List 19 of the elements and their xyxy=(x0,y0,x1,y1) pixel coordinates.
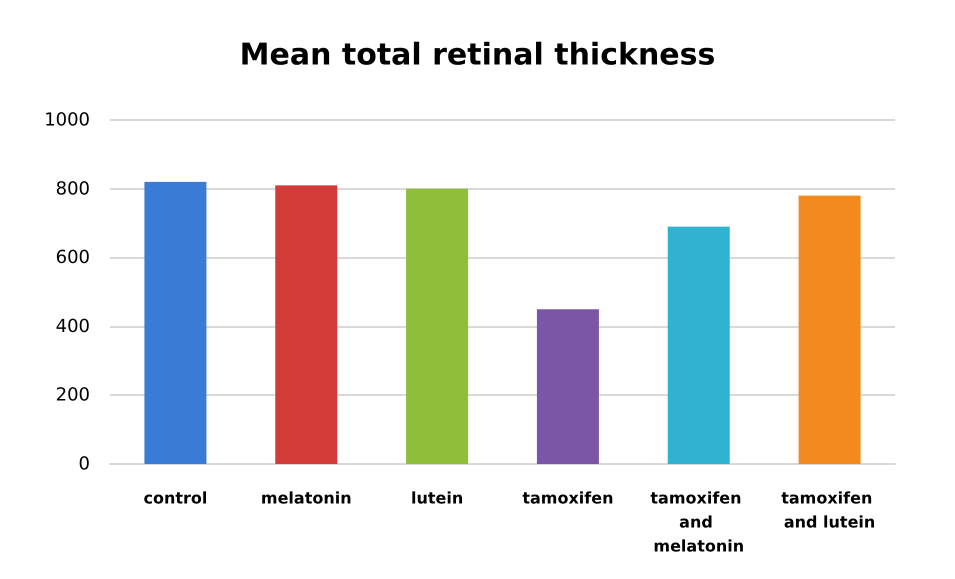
x-tick-label: tamoxifen xyxy=(522,488,614,508)
bar xyxy=(536,309,599,464)
x-tick-label: control xyxy=(143,488,208,508)
bar xyxy=(798,196,861,464)
x-tick-label: lutein xyxy=(410,488,464,508)
y-tick-label: 800 xyxy=(56,178,90,200)
bar xyxy=(275,185,338,464)
bar xyxy=(144,182,206,464)
x-tick-label: tamoxifen and melatonin xyxy=(650,488,748,556)
chart-title: Mean total retinal thickness xyxy=(240,38,716,72)
x-tick-label: melatonin xyxy=(260,488,352,508)
y-tick-label: 400 xyxy=(56,316,90,337)
bar xyxy=(668,226,730,464)
y-tick-label: 200 xyxy=(56,384,90,406)
y-tick-label: 0 xyxy=(78,454,90,474)
x-tick-label: tamoxifen and lutein xyxy=(781,488,878,532)
bar xyxy=(406,188,468,464)
y-tick-label: 600 xyxy=(56,247,90,268)
y-tick-label: 1000 xyxy=(44,110,90,130)
